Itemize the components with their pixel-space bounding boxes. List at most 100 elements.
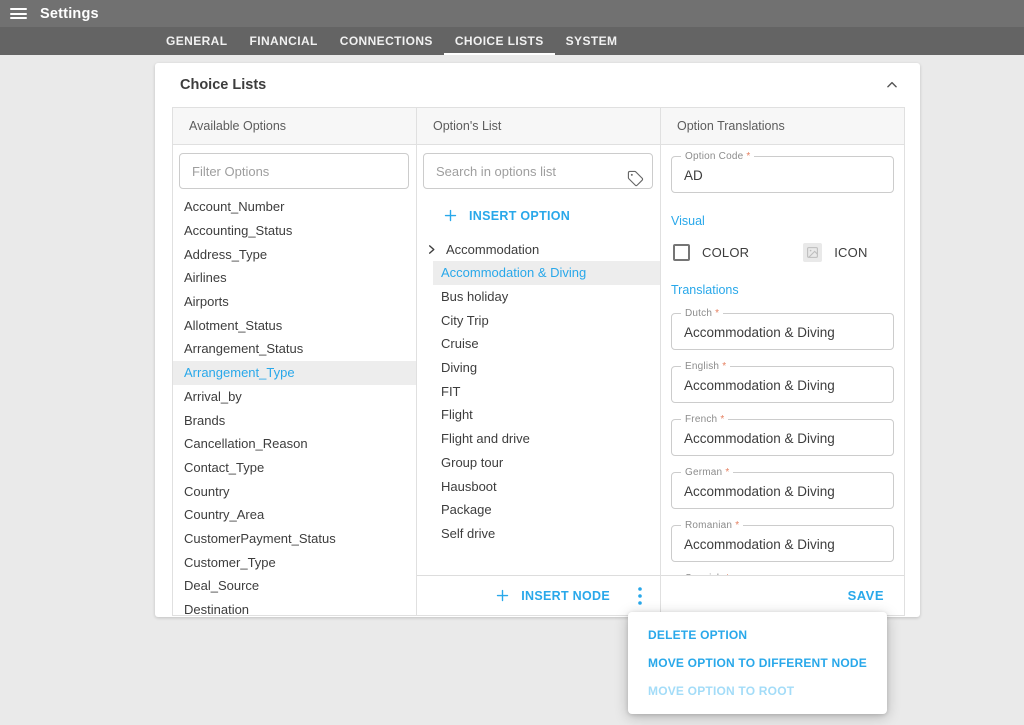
available-option-item[interactable]: Arrangement_Type — [173, 360, 416, 385]
options-list-body: INSERT OPTION Accommodation Accommodatio… — [417, 145, 660, 575]
option-tree-item[interactable]: Bus holiday — [441, 289, 509, 305]
translation-language-label: German — [685, 467, 723, 478]
option-tree-item[interactable]: Cruise — [441, 336, 479, 352]
translation-language-label: Dutch — [685, 308, 713, 319]
choice-lists-card: Choice Lists Available Options Account_N… — [155, 63, 920, 617]
context-menu-item: MOVE OPTION TO ROOT — [648, 684, 795, 698]
option-tree-item[interactable]: Accommodation & Diving — [433, 261, 660, 285]
settings-tab[interactable]: SYSTEM — [565, 34, 618, 48]
translation-language-label: English — [685, 361, 720, 372]
translation-value[interactable]: Accommodation & Diving — [684, 537, 835, 552]
available-option-item[interactable]: CustomerPayment_Status — [184, 530, 336, 546]
choice-lists-grid: Available Options Account_Number Account… — [172, 107, 905, 616]
translation-value[interactable]: Accommodation & Diving — [684, 431, 835, 446]
color-checkbox-label: COLOR — [702, 245, 750, 260]
option-tree-item[interactable]: Flight and drive — [441, 431, 530, 447]
save-button[interactable]: SAVE — [847, 588, 884, 603]
required-asterisk: * — [725, 467, 730, 478]
available-option-item[interactable]: Brands — [184, 412, 226, 428]
search-options-input[interactable] — [423, 153, 653, 189]
option-context-menu: DELETE OPTION MOVE OPTION TO DIFFERENT N… — [628, 612, 887, 714]
available-options-header: Available Options — [173, 108, 416, 145]
available-option-item[interactable]: Accounting_Status — [184, 223, 293, 239]
insert-option-button[interactable]: INSERT OPTION — [443, 208, 570, 223]
tag-icon[interactable] — [627, 170, 644, 187]
option-tree-item[interactable]: FIT — [441, 383, 461, 399]
translation-field[interactable]: German * Accommodation & Diving — [671, 467, 894, 509]
option-tree-item[interactable]: Group tour — [441, 454, 504, 470]
available-options-body: Account_Number Accounting_Status Address… — [173, 145, 416, 615]
filter-options-input[interactable] — [179, 153, 409, 189]
available-option-item[interactable]: Deal_Source — [184, 578, 260, 594]
available-option-item[interactable]: Contact_Type — [184, 459, 265, 475]
visual-section-label: Visual — [671, 214, 705, 228]
settings-tab[interactable]: FINANCIAL — [249, 34, 318, 48]
translation-language-label: French — [685, 414, 718, 425]
color-checkbox[interactable] — [673, 244, 690, 261]
translation-field[interactable]: French * Accommodation & Diving — [671, 414, 894, 456]
available-option-item[interactable]: Account_Number — [184, 199, 285, 215]
chevron-right-icon — [428, 244, 435, 254]
options-tree-list: Accommodation & Diving Bus holiday City … — [417, 261, 660, 545]
option-tree-item[interactable]: Hausboot — [441, 478, 497, 494]
options-list-column: Option's List INSERT OPTION Accommodatio… — [416, 108, 660, 615]
plus-icon — [444, 209, 457, 222]
tree-node-accommodation[interactable]: Accommodation — [417, 237, 660, 261]
available-option-item[interactable]: Allotment_Status — [184, 317, 283, 333]
options-list-footer: INSERT NODE — [417, 575, 660, 615]
available-options-column: Available Options Account_Number Account… — [173, 108, 416, 615]
available-option-item[interactable]: Airports — [184, 294, 229, 310]
translations-section-label: Translations — [671, 283, 739, 297]
available-options-list: Account_Number Accounting_Status Address… — [173, 195, 416, 615]
context-menu-item[interactable]: DELETE OPTION — [648, 628, 748, 642]
icon-checkbox — [803, 243, 823, 262]
context-menu-item[interactable]: MOVE OPTION TO DIFFERENT NODE — [648, 656, 867, 670]
required-asterisk: * — [722, 361, 727, 372]
translation-language-label: Spanish — [685, 573, 723, 575]
chevron-up-icon — [887, 81, 897, 88]
required-asterisk: * — [746, 151, 751, 162]
option-translations-column: Option Translations Option Code * AD Visu… — [660, 108, 904, 615]
available-option-item[interactable]: Destination — [184, 602, 250, 615]
translation-field[interactable]: Dutch * Accommodation & Diving — [671, 308, 894, 350]
available-option-item[interactable]: Address_Type — [184, 246, 268, 262]
translation-value[interactable]: Accommodation & Diving — [684, 378, 835, 393]
available-option-item[interactable]: Arrangement_Status — [184, 341, 304, 357]
option-code-label: Option Code — [685, 151, 744, 162]
option-tree-item[interactable]: Self drive — [441, 525, 496, 541]
translation-field[interactable]: Romanian * Accommodation & Diving — [671, 520, 894, 562]
translation-value[interactable]: Accommodation & Diving — [684, 484, 835, 499]
visual-checkboxes: COLOR ICON — [671, 243, 894, 262]
available-option-item[interactable]: Arrival_by — [184, 388, 242, 404]
required-asterisk: * — [726, 573, 730, 575]
translation-field[interactable]: English * Accommodation & Diving — [671, 361, 894, 403]
available-option-item[interactable]: Customer_Type — [184, 554, 276, 570]
available-option-item[interactable]: Airlines — [184, 270, 227, 286]
settings-tab[interactable]: GENERAL — [166, 34, 228, 48]
option-tree-item[interactable]: City Trip — [441, 312, 489, 328]
translations-footer: SAVE — [661, 575, 904, 615]
required-asterisk: * — [720, 414, 725, 425]
translation-value[interactable]: Accommodation & Diving — [684, 325, 835, 340]
option-tree-item[interactable]: Package — [441, 502, 492, 518]
settings-tab[interactable]: CHOICE LISTS — [443, 27, 555, 55]
option-code-value[interactable]: AD — [684, 168, 703, 183]
settings-tabbar: GENERAL FINANCIAL CONNECTIONS CHOICE LIS… — [0, 27, 1024, 55]
hamburger-menu-icon[interactable] — [10, 8, 27, 19]
insert-node-button[interactable]: INSERT NODE — [495, 588, 610, 603]
app-bar: Settings — [0, 0, 1024, 27]
available-option-item[interactable]: Country_Area — [184, 507, 265, 523]
collapse-panel-button[interactable] — [880, 73, 904, 97]
available-option-item[interactable]: Cancellation_Reason — [184, 436, 308, 452]
option-tree-item[interactable]: Flight — [441, 407, 473, 423]
option-tree-item[interactable]: Diving — [441, 360, 478, 376]
option-translations-body: Option Code * AD Visual COLOR ICON Transl… — [661, 145, 904, 575]
available-option-item[interactable]: Country — [184, 483, 230, 499]
options-list-header: Option's List — [417, 108, 660, 145]
option-code-field[interactable]: Option Code * AD — [671, 151, 894, 193]
required-asterisk: * — [715, 308, 720, 319]
page-title: Settings — [40, 5, 99, 22]
option-actions-kebab-icon[interactable] — [630, 584, 650, 608]
settings-tab[interactable]: CONNECTIONS — [339, 34, 433, 48]
option-translations-header: Option Translations — [661, 108, 904, 145]
